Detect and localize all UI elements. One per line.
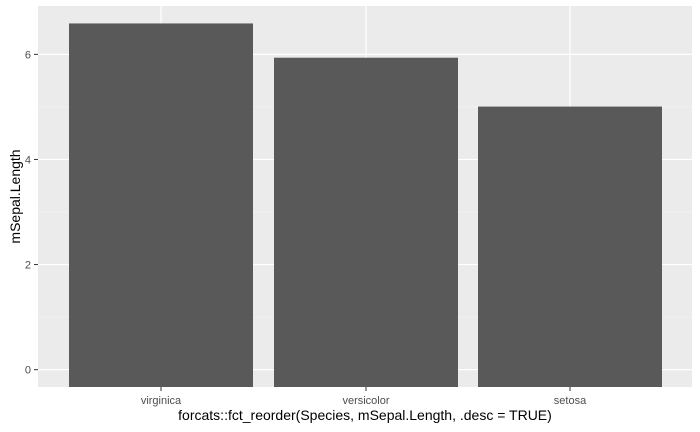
bar-versicolor: [274, 57, 458, 387]
y-tick-label: 4: [25, 154, 31, 166]
x-axis-title: forcats::fct_reorder(Species, mSepal.Len…: [178, 407, 552, 423]
y-axis: 0 2 4 6: [25, 49, 38, 377]
x-tick-label: setosa: [554, 395, 587, 407]
bar-virginica: [69, 23, 253, 387]
bar-setosa: [478, 106, 662, 388]
y-tick-label: 6: [25, 49, 31, 61]
x-tick-label: versicolor: [342, 395, 389, 407]
x-tick-label: virginica: [141, 395, 182, 407]
bars: [69, 23, 662, 388]
y-axis-title: mSepal.Length: [7, 149, 23, 243]
y-tick-label: 0: [25, 365, 31, 377]
y-tick-label: 2: [25, 260, 31, 272]
x-axis: virginica versicolor setosa: [141, 387, 587, 407]
